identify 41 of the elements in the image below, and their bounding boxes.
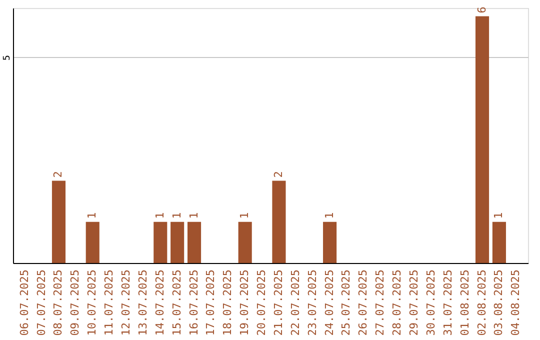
data-label: 1 [322, 212, 336, 219]
x-tick-label: 28.07.2025 [390, 270, 404, 336]
x-tick-label: 21.07.2025 [272, 270, 285, 336]
x-tick-label: 23.07.2025 [306, 270, 319, 336]
data-label: 1 [238, 212, 252, 219]
x-tick-label: 12.07.2025 [120, 270, 133, 336]
x-tick-label: 29.07.2025 [407, 270, 420, 336]
data-label: 2 [52, 171, 65, 178]
data-label: 6 [475, 6, 488, 14]
x-tick-label: 13.07.2025 [136, 270, 150, 336]
x-tick-label: 30.07.2025 [424, 270, 438, 336]
x-tick-label: 26.07.2025 [356, 270, 370, 336]
data-label: 1 [153, 212, 166, 219]
x-tick-label: 22.07.2025 [288, 270, 302, 336]
x-tick-label: 16.07.2025 [187, 270, 200, 336]
data-label: 1 [170, 212, 184, 219]
x-tick-label: 19.07.2025 [238, 270, 252, 336]
x-tick-label: 07.07.2025 [34, 270, 48, 336]
y-tick-label: 5 [2, 55, 12, 61]
x-tick-label: 18.07.2025 [221, 270, 234, 336]
x-tick-label: 06.07.2025 [18, 270, 31, 336]
data-label: 1 [492, 212, 506, 219]
data-label: 1 [86, 212, 99, 219]
x-tick-label: 03.08.2025 [492, 270, 506, 336]
x-tick-label: 04.08.2025 [509, 270, 522, 336]
data-label: 1 [187, 212, 200, 219]
data-label: 2 [272, 171, 285, 178]
x-tick-label: 10.07.2025 [86, 270, 99, 336]
x-tick-label: 20.07.2025 [255, 270, 268, 336]
x-tick-label: 17.07.2025 [204, 270, 218, 336]
x-tick-label: 11.07.2025 [102, 270, 116, 336]
x-tick-label: 24.07.2025 [322, 270, 336, 336]
x-tick-label: 31.07.2025 [441, 270, 454, 336]
x-tick-label: 27.07.2025 [374, 270, 387, 336]
x-tick-label: 14.07.2025 [153, 270, 166, 336]
x-tick-label: 02.08.2025 [475, 270, 488, 336]
x-tick-label: 01.08.2025 [458, 270, 472, 336]
x-tick-label: 09.07.2025 [68, 270, 82, 336]
x-tick-label: 25.07.2025 [340, 270, 353, 336]
x-tick-label: 15.07.2025 [170, 270, 184, 336]
x-tick-label: 08.07.2025 [52, 270, 65, 336]
